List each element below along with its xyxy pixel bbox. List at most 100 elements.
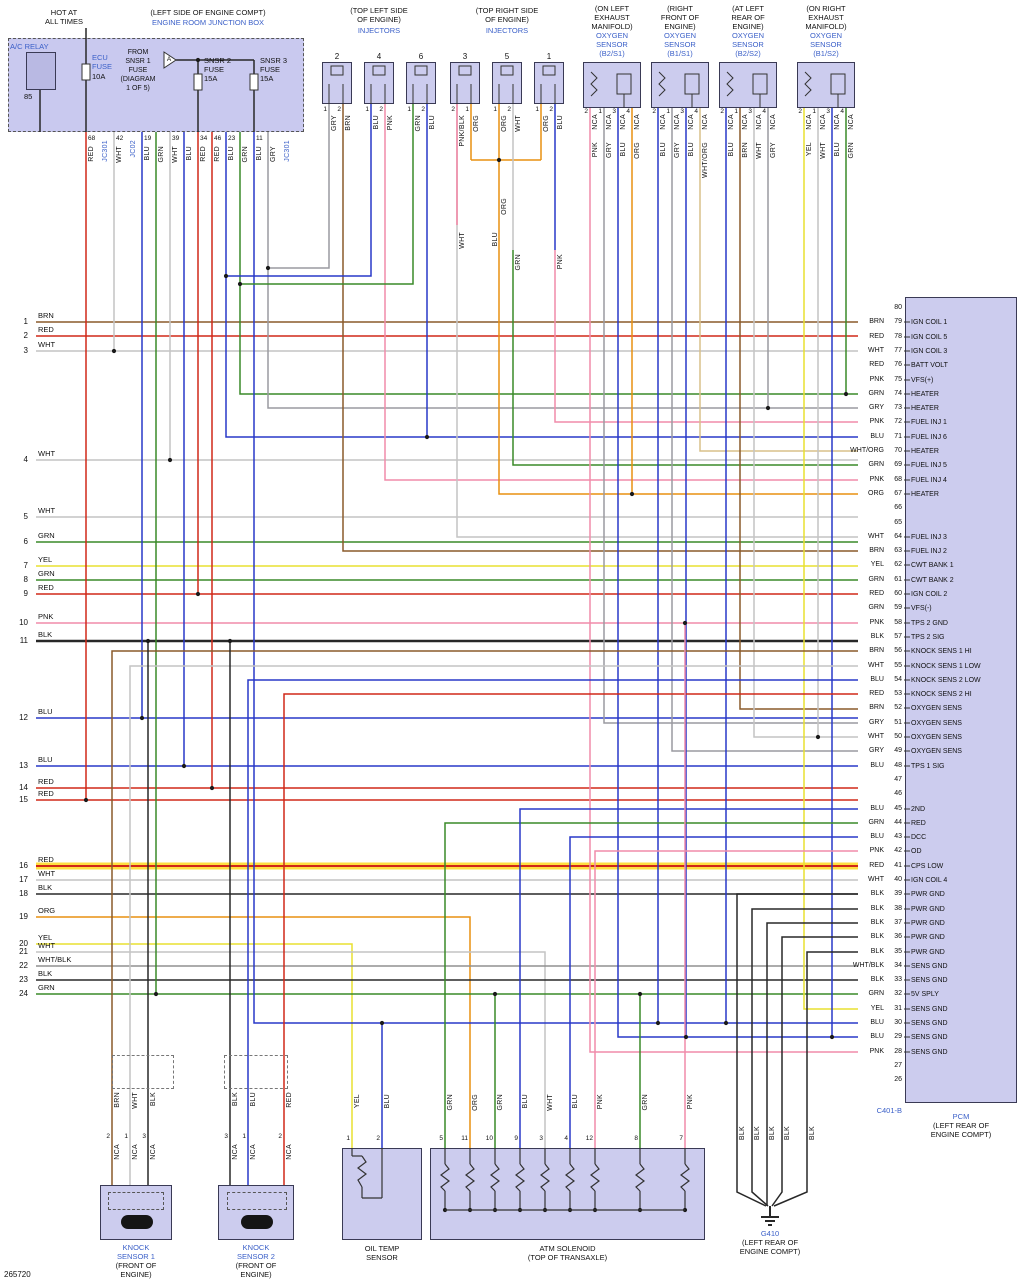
pcm-pin-number: 47 [894, 776, 902, 783]
left-row-number: 11 [19, 636, 28, 645]
pcm-pin-function: SENS GND [911, 1020, 948, 1027]
o2-pin-nca: NCA [702, 114, 709, 130]
o2-pin-number: 2 [652, 108, 656, 115]
pcm-pin-number: 61 [894, 576, 902, 583]
sensor-cell-icon [684, 73, 700, 95]
junction-drop-wire-color: GRN [158, 146, 165, 163]
knock-pin-nca: NCA [114, 1144, 121, 1160]
atm-pin-wire-color: GRN [642, 1094, 649, 1111]
o2-pin-nca: NCA [806, 114, 813, 130]
pcm-location: (LEFT REAR OF ENGINE COMPT) [930, 1121, 992, 1139]
left-row-wire-color: BLK [38, 969, 53, 978]
ground-g410-name: G410 [760, 1229, 780, 1238]
o2-sensor-location: (ON LEFT EXHAUST MANIFOLD) [591, 4, 633, 31]
junction-dot [492, 991, 498, 997]
pcm-pin-number: 54 [894, 676, 902, 683]
pcm-pin-wire-color: BLK [870, 933, 884, 940]
triangle-a-icon [163, 51, 177, 69]
injector-pin-wire-color: ORG [473, 115, 480, 132]
knock-pin-nca: NCA [132, 1144, 139, 1160]
solenoid-coil-icon [590, 1163, 600, 1192]
injector-pin-number: 1 [465, 106, 469, 113]
junction-drop-wire-color: BLU [144, 146, 151, 161]
o2-pin-number: 2 [584, 108, 588, 115]
pcm-pin-number: 30 [894, 1019, 902, 1026]
injector-pin-number: 1 [407, 106, 411, 113]
pcm-pin-number: 28 [894, 1048, 902, 1055]
injector-pin-wire-color: ORG [543, 115, 550, 132]
pcm-pin-number: 69 [894, 461, 902, 468]
heater-resistor-icon [658, 71, 666, 97]
snsr3-fuse-label: SNSR 3 FUSE 15A [260, 56, 288, 83]
injector-coil-icon [500, 65, 514, 76]
atm-pin-wire-color: BLU [572, 1094, 579, 1109]
junction-dot [629, 491, 635, 497]
pcm-pin-number: 66 [894, 504, 902, 511]
pcm-pin-function: FUEL INJ 1 [911, 419, 947, 426]
wire-BLU [226, 104, 372, 277]
solenoid-coil-icon [465, 1163, 475, 1192]
injector-coil-icon [414, 65, 428, 76]
pcm-pin-function: FUEL INJ 6 [911, 434, 947, 441]
injector-pin-wire-color: BLU [429, 115, 436, 130]
pcm-pin-wire-color: BLK [870, 905, 884, 912]
splice-wire-color: BLU [492, 232, 499, 247]
injector-pin-number: 2 [337, 106, 341, 113]
left-row-number: 8 [23, 575, 28, 584]
pcm-pin-wire-color: RED [869, 690, 884, 697]
wire-BRN [111, 650, 858, 1185]
pcm-pin-function: PWR GND [911, 920, 945, 927]
wire-BLU [247, 679, 858, 1185]
injectors-left-location: (TOP LEFT SIDE OF ENGINE) [350, 6, 408, 24]
junction-dot [265, 265, 271, 271]
pcm-pin-function: PWR GND [911, 949, 945, 956]
junction-dot [829, 1034, 835, 1040]
o2-pin-number: 1 [598, 108, 602, 115]
o2-pin-number: 1 [812, 108, 816, 115]
injector-pin-wire-color: BRN [345, 115, 352, 131]
o2-pin-number: 3 [826, 108, 830, 115]
pcm-pin-function: VFS(+) [911, 377, 934, 384]
pcm-pin-function: CPS LOW [911, 863, 944, 870]
wire-GRN [239, 132, 858, 395]
left-row-wire-color: WHT [38, 340, 56, 349]
pcm-pin-wire-color: PNK [869, 619, 884, 626]
left-row-wire-color: WHT [38, 449, 56, 458]
injector-pin-wire-color: PNK/BLK [459, 115, 466, 147]
pcm-pin-number: 29 [894, 1033, 902, 1040]
junction-drop-wire-color: RED [200, 146, 207, 162]
junction-drop-pin: 23 [228, 135, 236, 142]
pcm-pin-number: 78 [894, 333, 902, 340]
pcm-pin-wire-color: WHT [868, 876, 884, 883]
left-row-number: 17 [19, 875, 28, 884]
pcm-pin-function: CWT BANK 2 [911, 577, 954, 584]
injector-pin-number: 2 [549, 106, 553, 113]
o2-pin-wire-color: GRY [674, 142, 681, 158]
pcm-pin-number: 36 [894, 933, 902, 940]
pcm-pin-wire-color: GRN [868, 990, 884, 997]
knock-sensor-2-location: (FRONT OF ENGINE) [235, 1261, 277, 1279]
left-row-number: 15 [19, 795, 28, 804]
pcm-pin-wire-color: BLK [870, 919, 884, 926]
pcm-pin-wire-color: BRN [869, 647, 884, 654]
o2-pin-nca: NCA [834, 114, 841, 130]
pcm-pin-function: 5V SPLY [911, 991, 939, 998]
knock-pin-nca: NCA [250, 1144, 257, 1160]
wire-BLK [771, 936, 858, 1207]
pcm-pin-function: KNOCK SENS 2 LOW [911, 677, 981, 684]
pcm-pin-wire-color: GRN [868, 604, 884, 611]
wire-PNK [589, 108, 858, 1053]
solenoid-coil-icon [565, 1163, 575, 1192]
knock-pin-wire-color: BLK [232, 1092, 239, 1107]
junction-dot [496, 157, 502, 163]
junction-dot [227, 638, 233, 644]
o2-pin-nca: NCA [606, 114, 613, 130]
o2-pin-wire-color: WHT/ORG [702, 142, 709, 178]
o2-pin-number: 4 [694, 108, 698, 115]
pcm-pin-number: 45 [894, 805, 902, 812]
pcm-pin-wire-color: PNK [869, 418, 884, 425]
pcm-connector-id: C401-B [876, 1106, 902, 1115]
wire-GRN [240, 104, 414, 285]
pcm-pin-number: 58 [894, 619, 902, 626]
